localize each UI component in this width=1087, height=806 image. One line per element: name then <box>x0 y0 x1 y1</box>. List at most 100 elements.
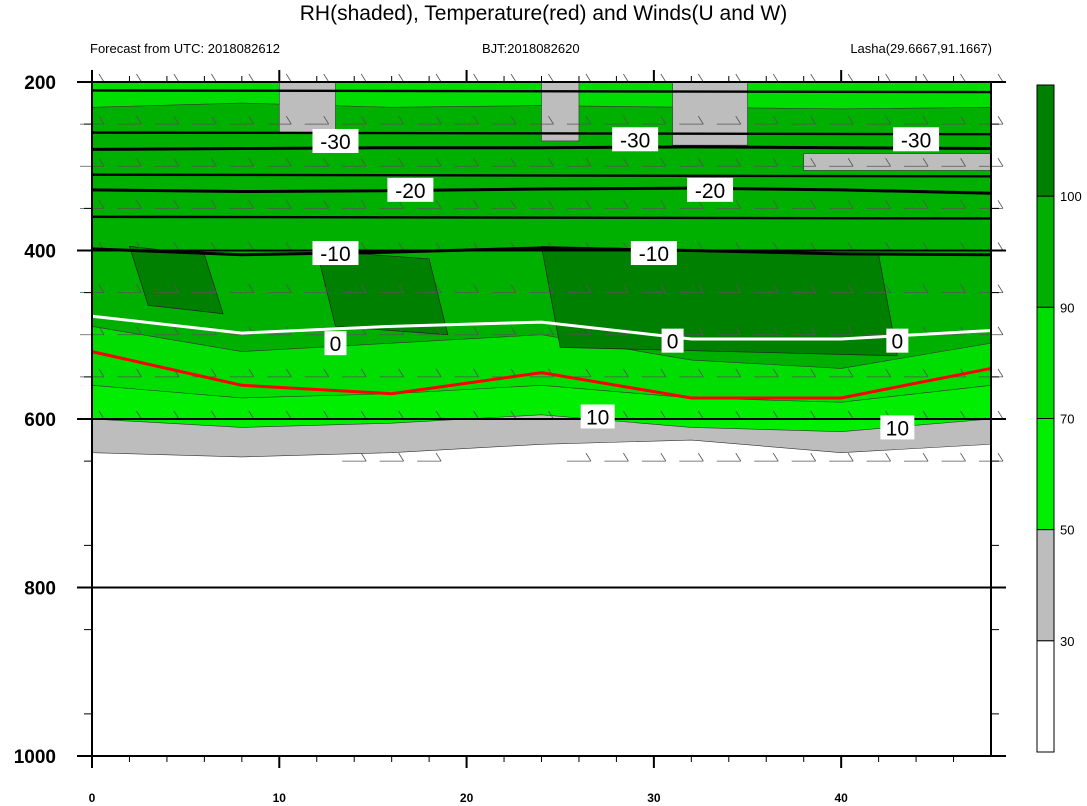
wind-barb-flag <box>585 452 592 462</box>
wind-barb-flag <box>136 410 142 420</box>
contour-label-layer: -30 -30 -30 -20 -20 -10 -10 0 0 0 10 10 <box>312 127 940 440</box>
rh-dry-patch <box>278 81 336 133</box>
wind-barb-flag <box>735 200 742 209</box>
wind-barb-flag <box>623 284 629 293</box>
wind-barb-flag <box>960 410 966 420</box>
wind-barb-flag <box>772 158 779 167</box>
wind-barb-flag <box>997 410 1004 420</box>
wind-barb-flag <box>360 158 367 167</box>
wind-barb-flag <box>735 452 742 462</box>
wind-barb-flag <box>548 326 554 335</box>
wind-barb-flag <box>98 284 105 293</box>
wind-barb-flag <box>173 158 180 167</box>
wind-barb-flag <box>997 326 1004 335</box>
colorbar-label: 50 <box>1060 523 1074 538</box>
upper-isotherm <box>91 173 992 178</box>
wind-barb-flag <box>473 368 479 378</box>
wind-barb-flag <box>360 73 367 83</box>
contour-label-box <box>893 127 940 152</box>
contour-label-box <box>312 128 359 153</box>
wind-barb-flag <box>548 410 554 420</box>
wind-barb-flag <box>997 284 1004 293</box>
colorbar-segment <box>1036 418 1055 531</box>
contour-label-box <box>880 415 915 440</box>
forecast-subtitle: Forecast from UTC: 2018082612 <box>90 41 281 56</box>
colorbar-segment <box>1036 195 1055 308</box>
wind-barb-flag <box>548 200 554 209</box>
wind-barb-flag <box>585 73 592 83</box>
wind-barb-flag <box>660 284 667 293</box>
contour-label: 0 <box>324 331 347 356</box>
chart-title: RH(shaded), Temperature(red) and Winds(U… <box>299 2 788 25</box>
wind-barb-flag <box>997 73 1004 83</box>
wind-barb-flag <box>697 115 704 125</box>
wind-barb-flag <box>810 326 817 335</box>
wind-barb-flag <box>885 242 891 251</box>
wind-barb-flag <box>211 73 217 83</box>
wind-barb-flag <box>847 158 854 167</box>
wind-barb-flag <box>922 452 929 462</box>
wind-barb-flag <box>997 452 1004 462</box>
wind-barb-flag <box>398 326 405 335</box>
isotherm-layer <box>91 89 992 400</box>
contour-label: -30 <box>893 127 940 152</box>
wind-barb-flag <box>248 158 255 167</box>
wind-barb-flag <box>548 115 554 125</box>
wind-barb-flag <box>136 284 142 293</box>
location-subtitle: Lasha(29.6667,91.1667) <box>850 41 992 56</box>
wind-barb-flag <box>697 158 704 167</box>
wind-barb-flag <box>435 115 442 125</box>
isotherm-10 <box>91 350 992 400</box>
wind-barb-flag <box>997 158 1004 167</box>
contour-label-box <box>687 177 734 202</box>
wind-barb-flag <box>585 158 592 167</box>
wind-barb-flag <box>847 284 854 293</box>
wind-barb-flag <box>960 284 966 293</box>
wind-barb-flag <box>997 200 1004 209</box>
wind-barb-flag <box>211 368 217 378</box>
wind-barb-flag <box>173 242 180 251</box>
contour-label: 0 <box>886 328 909 354</box>
colorbar-label: 70 <box>1060 412 1074 427</box>
wind-barb-flag <box>697 284 704 293</box>
wind-barb-flag <box>810 200 817 209</box>
wind-barb-flag <box>248 73 255 83</box>
x-tick-label: 0 <box>89 791 96 805</box>
wind-barb-flag <box>697 73 704 83</box>
wind-barb-flag <box>847 452 854 462</box>
wind-barb-flag <box>585 368 592 378</box>
wind-barb-flag <box>660 158 667 167</box>
wind-barb-flag <box>810 73 817 83</box>
wind-barb-flag <box>847 368 854 378</box>
wind-barb-flag <box>660 73 667 83</box>
wind-barb-flag <box>960 158 966 167</box>
contour-label-text: 0 <box>667 331 679 354</box>
wind-barb-flag <box>735 242 742 251</box>
wind-barb-flag <box>772 326 779 335</box>
wind-barb-flag <box>548 73 554 83</box>
wind-barb-flag <box>810 284 817 293</box>
x-tick-label: 40 <box>834 791 848 805</box>
wind-barb-flag <box>398 410 405 420</box>
wind-barb-flag <box>510 115 517 125</box>
wind-barb-flag <box>435 326 442 335</box>
wind-barb-flag <box>98 368 105 378</box>
wind-barb-flag <box>997 115 1004 125</box>
wind-barb-flag <box>248 284 255 293</box>
y-tick-label: 200 <box>24 73 56 94</box>
contour-label: 0 <box>661 328 684 354</box>
wind-barb-flag <box>922 410 929 420</box>
wind-barb-flag <box>98 158 105 167</box>
wind-barb-flag <box>398 242 405 251</box>
contour-label: 10 <box>880 415 915 440</box>
wind-barb-flag <box>660 200 667 209</box>
wind-barb-flag <box>473 73 479 83</box>
wind-barb-flag <box>922 158 929 167</box>
contour-label: -20 <box>687 177 734 203</box>
wind-barb-flag <box>285 73 292 83</box>
contour-label: -10 <box>630 241 677 266</box>
wind-barb-flag <box>997 368 1004 378</box>
contour-label: -30 <box>312 128 359 154</box>
wind-barb-flag <box>435 410 442 420</box>
wind-barb-flag <box>473 326 479 335</box>
